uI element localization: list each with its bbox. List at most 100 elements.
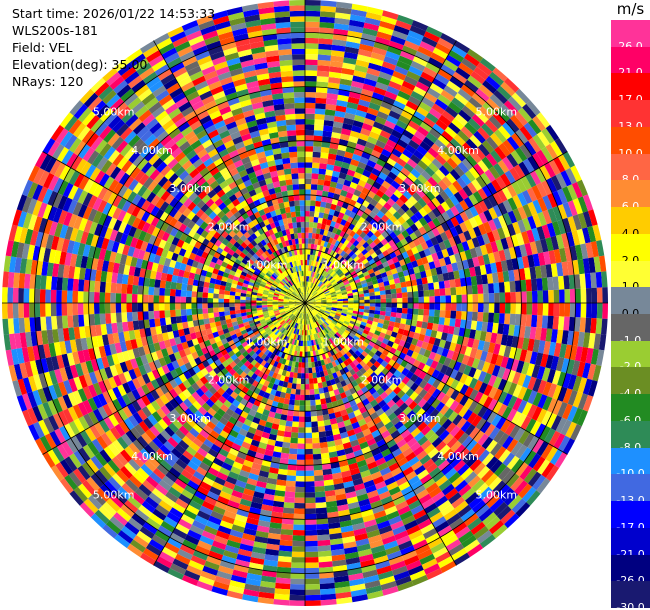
velocity-gate-cell bbox=[358, 273, 365, 279]
velocity-gate-cell bbox=[296, 222, 301, 228]
velocity-gate-cell bbox=[326, 368, 333, 375]
velocity-gate-cell bbox=[282, 278, 287, 284]
velocity-gate-cell bbox=[310, 304, 316, 307]
velocity-gate-cell bbox=[493, 282, 500, 294]
velocity-gate-cell bbox=[260, 232, 268, 240]
velocity-gate-cell bbox=[313, 309, 319, 314]
velocity-gate-cell bbox=[298, 294, 302, 299]
velocity-gate-cell bbox=[240, 289, 247, 294]
velocity-gate-cell bbox=[268, 370, 275, 378]
velocity-gate-cell bbox=[248, 281, 255, 287]
velocity-gate-cell bbox=[344, 221, 351, 228]
velocity-gate-cell bbox=[292, 322, 297, 328]
velocity-gate-cell bbox=[290, 162, 298, 169]
velocity-gate-cell bbox=[302, 254, 305, 260]
velocity-gate-cell bbox=[384, 334, 391, 341]
velocity-gate-cell bbox=[279, 375, 286, 382]
velocity-gate-cell bbox=[225, 318, 232, 324]
velocity-gate-cell bbox=[273, 280, 279, 286]
velocity-gate-cell bbox=[266, 262, 273, 269]
velocity-gate-cell bbox=[298, 243, 303, 250]
velocity-gate-cell bbox=[325, 308, 332, 312]
velocity-gate-cell bbox=[240, 303, 246, 307]
velocity-gate-cell bbox=[181, 283, 188, 291]
velocity-gate-cell bbox=[312, 350, 317, 357]
velocity-gate-cell bbox=[287, 337, 292, 344]
velocity-gate-cell bbox=[348, 268, 355, 274]
velocity-gate-cell bbox=[367, 284, 374, 290]
velocity-gate-cell bbox=[297, 162, 305, 168]
velocity-gate-cell bbox=[327, 351, 332, 358]
velocity-gate-cell bbox=[169, 309, 176, 318]
velocity-gate-cell bbox=[248, 341, 255, 348]
velocity-gate-cell bbox=[382, 261, 389, 268]
velocity-gate-cell bbox=[323, 313, 329, 318]
velocity-gate-cell bbox=[253, 361, 261, 369]
velocity-gate-cell bbox=[305, 135, 314, 141]
velocity-gate-cell bbox=[314, 211, 320, 218]
velocity-gate-cell bbox=[352, 233, 360, 240]
velocity-gate-cell bbox=[286, 319, 292, 324]
velocity-gate-cell bbox=[300, 307, 304, 314]
velocity-gate-cell bbox=[366, 344, 374, 351]
velocity-gate-cell bbox=[329, 256, 335, 263]
velocity-gate-cell bbox=[285, 293, 291, 297]
velocity-gate-cell bbox=[521, 303, 527, 315]
velocity-gate-cell bbox=[332, 265, 338, 271]
velocity-gate-cell bbox=[340, 380, 347, 387]
velocity-gate-cell bbox=[344, 345, 351, 352]
velocity-gate-cell bbox=[285, 251, 290, 258]
velocity-gate-cell bbox=[244, 245, 252, 253]
velocity-gate-cell bbox=[233, 275, 240, 282]
velocity-gate-cell bbox=[283, 347, 288, 354]
velocity-gate-cell bbox=[169, 295, 176, 303]
velocity-gate-cell bbox=[202, 313, 209, 320]
velocity-gate-cell bbox=[330, 232, 336, 239]
velocity-gate-cell bbox=[305, 119, 315, 125]
velocity-gate-cell bbox=[267, 270, 273, 276]
velocity-gate-cell bbox=[219, 315, 226, 321]
velocity-gate-cell bbox=[250, 300, 257, 303]
velocity-gate-cell bbox=[359, 276, 366, 282]
velocity-gate-cell bbox=[428, 309, 435, 317]
velocity-gate-cell bbox=[186, 284, 193, 292]
velocity-gate-cell bbox=[290, 279, 295, 285]
velocity-gate-cell bbox=[259, 283, 266, 288]
velocity-gate-cell bbox=[291, 238, 296, 245]
velocity-gate-cell bbox=[331, 257, 337, 264]
velocity-gate-cell bbox=[320, 317, 326, 323]
velocity-gate-cell bbox=[311, 290, 316, 295]
velocity-gate-cell bbox=[287, 382, 293, 389]
velocity-gate-cell bbox=[327, 332, 333, 338]
velocity-gate-cell bbox=[352, 239, 360, 247]
velocity-gate-cell bbox=[260, 359, 267, 367]
velocity-gate-cell bbox=[339, 285, 346, 290]
velocity-gate-cell bbox=[290, 432, 299, 439]
velocity-gate-cell bbox=[240, 306, 246, 310]
velocity-gate-cell bbox=[440, 295, 446, 303]
velocity-gate-cell bbox=[323, 312, 330, 317]
velocity-gate-cell bbox=[296, 260, 300, 266]
velocity-gate-cell bbox=[246, 338, 253, 345]
velocity-gate-cell bbox=[326, 231, 333, 238]
velocity-gate-cell bbox=[243, 360, 251, 368]
velocity-gate-cell bbox=[294, 108, 305, 114]
velocity-gate-cell bbox=[290, 321, 295, 327]
velocity-gate-cell bbox=[290, 286, 295, 291]
velocity-gate-cell bbox=[315, 286, 320, 291]
velocity-gate-cell bbox=[234, 272, 241, 278]
velocity-gate-cell bbox=[306, 319, 309, 325]
velocity-gate-cell bbox=[311, 178, 318, 185]
velocity-gate-cell bbox=[264, 326, 270, 332]
velocity-gate-cell bbox=[321, 381, 328, 388]
velocity-gate-cell bbox=[282, 157, 291, 165]
velocity-gate-cell bbox=[320, 152, 329, 159]
velocity-gate-cell bbox=[305, 292, 307, 298]
velocity-gate-cell bbox=[202, 286, 209, 293]
velocity-gate-cell bbox=[283, 235, 289, 242]
velocity-gate-cell bbox=[278, 304, 284, 306]
velocity-gate-cell bbox=[305, 124, 315, 131]
velocity-gate-cell bbox=[372, 353, 380, 361]
velocity-gate-cell bbox=[322, 185, 330, 192]
velocity-gate-cell bbox=[298, 323, 301, 330]
